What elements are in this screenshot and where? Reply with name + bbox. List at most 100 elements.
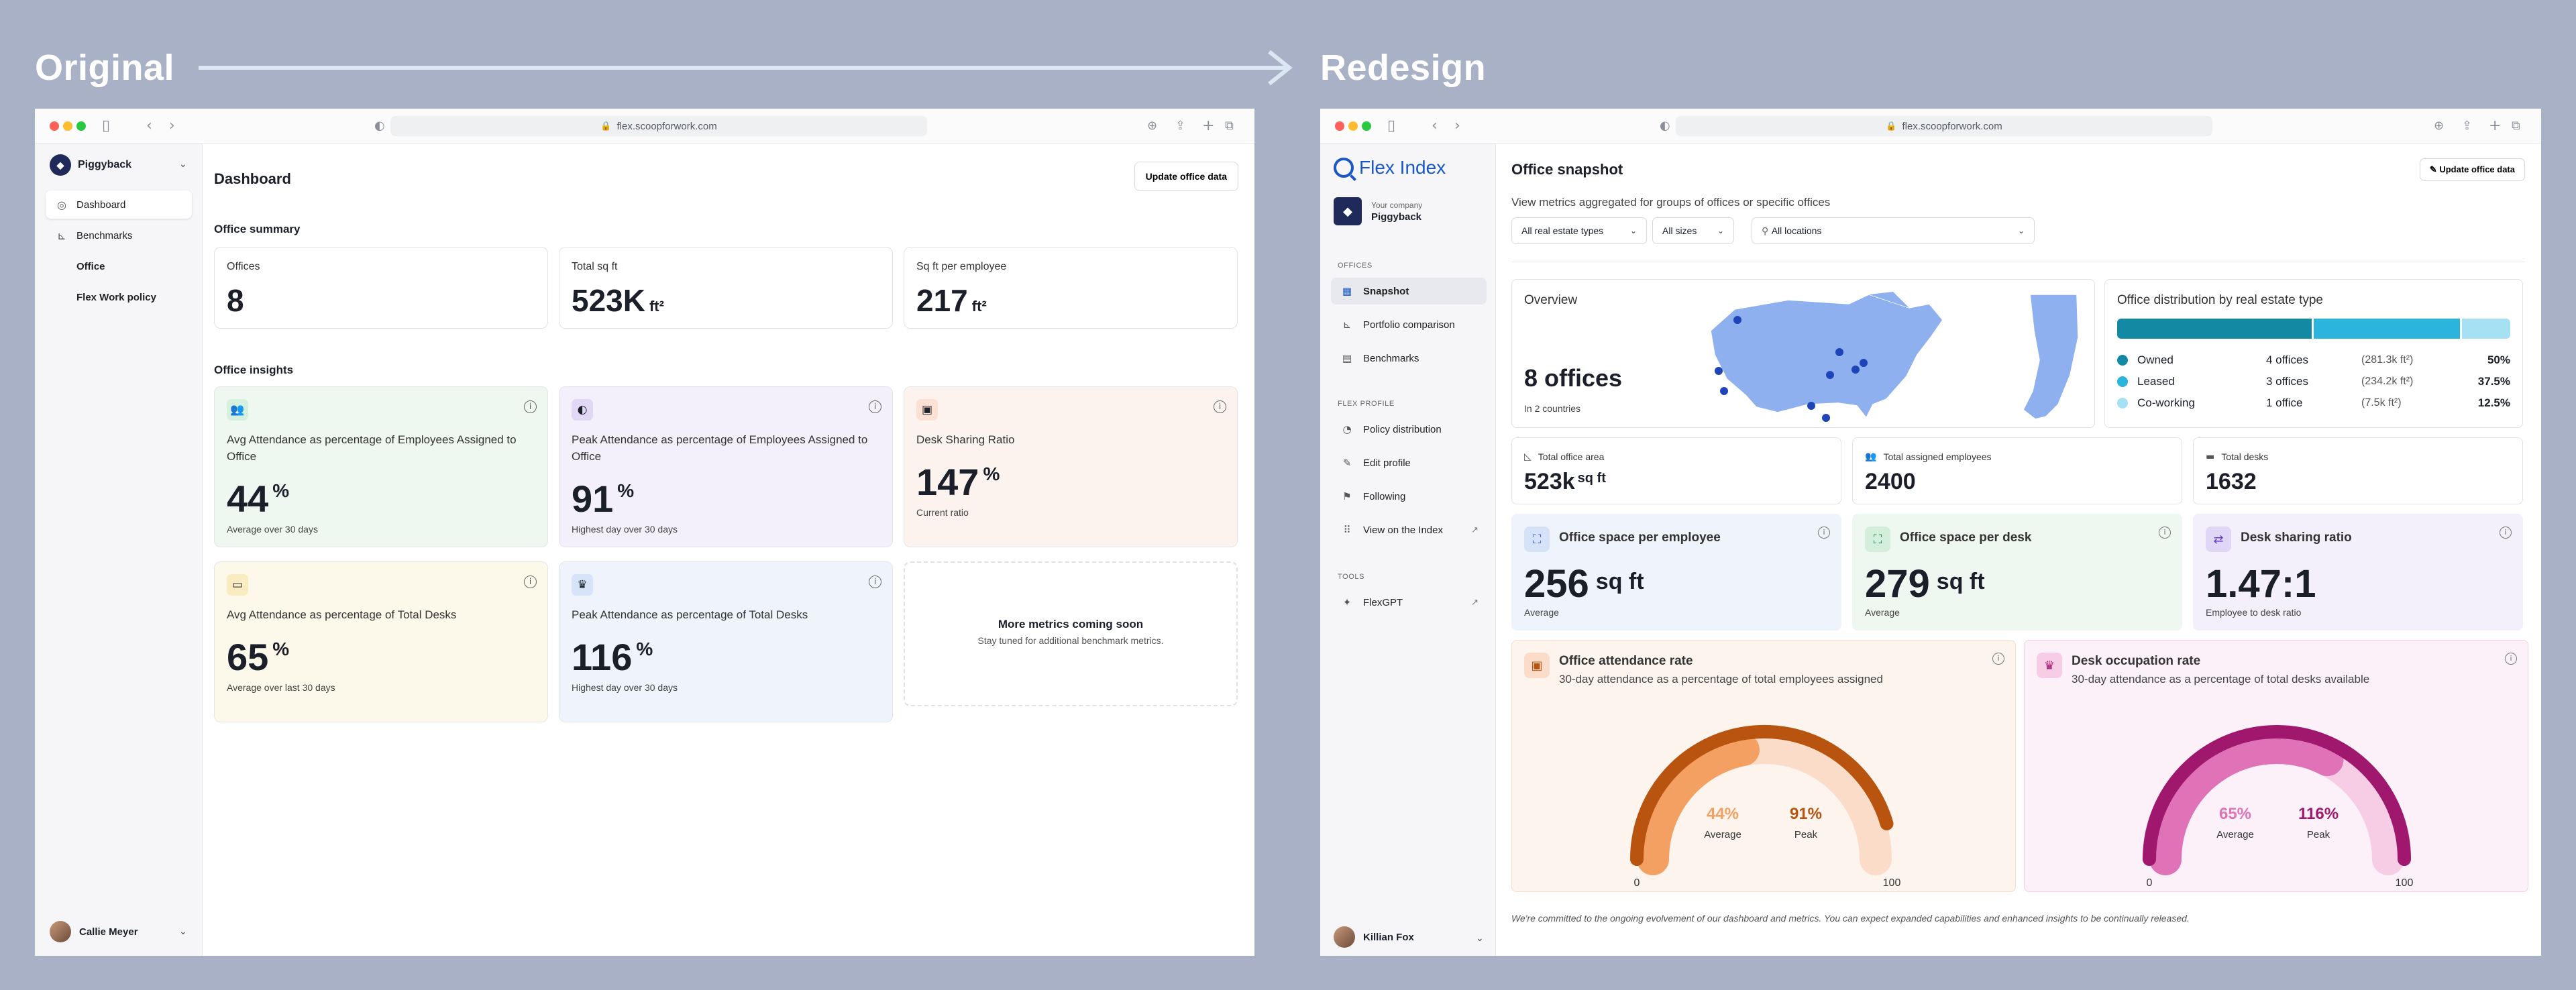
minimize-window-button[interactable] [1348,121,1358,131]
info-icon[interactable]: i [524,575,537,588]
filter-size[interactable]: All sizes ⌄ [1652,217,1734,244]
map-marker[interactable] [1733,316,1741,324]
insight-title: Peak Attendance as percentage of Total D… [572,608,808,621]
sidebar-item-flex-work-policy[interactable]: Flex Work policy [46,283,192,311]
overview-title: Overview [1524,293,1578,307]
map-marker[interactable] [1822,414,1830,422]
type-name: Owned [2137,353,2174,366]
share-icon[interactable]: ⇪ [2462,119,2473,133]
address-bar[interactable]: 🔒 flex.scoopforwork.com [390,116,927,136]
crown-icon: ♛ [2037,653,2062,678]
download-icon[interactable]: ⊕ [1147,119,1158,133]
sidebar-item-office[interactable]: Office [46,252,192,280]
map-marker[interactable] [1860,359,1868,367]
info-icon[interactable]: i [1818,527,1830,539]
org-switcher[interactable]: ◆ Piggyback [50,154,131,176]
external-link-icon: ↗ [1471,597,1479,608]
sidebar-item-label: Benchmarks [1363,352,1419,364]
sidebar-item-view-on-the-index[interactable]: ⠿ View on the Index ↗ [1331,516,1487,543]
summary-value: 217 [916,283,968,318]
insight-card: ◐ i Peak Attendance as percentage of Emplo… [559,386,893,547]
map-marker[interactable] [1807,402,1815,410]
overview-card: Overview 8 offices In 2 countries [1511,279,2095,428]
map-marker[interactable] [1826,371,1834,379]
distribution-segment [2314,319,2460,339]
forward-icon[interactable]: › [169,117,175,134]
chevron-down-icon[interactable]: ⌄ [1476,932,1484,943]
sidebar-toggle-icon[interactable]: ▯ [102,117,111,134]
org-logo-icon: ◆ [50,154,71,176]
map-marker[interactable] [1715,367,1723,375]
new-tab-icon[interactable]: + [2489,117,2502,134]
forward-icon[interactable]: › [1454,117,1460,134]
info-icon[interactable]: i [869,400,881,413]
address-bar[interactable]: 🔒 flex.scoopforwork.com [1676,116,2212,136]
share-icon[interactable]: ⇪ [1175,119,1186,133]
update-office-data-button[interactable]: ✎ Update office data [2419,158,2525,181]
sidebar-item-portfolio-comparison[interactable]: ⊾ Portfolio comparison [1331,311,1487,338]
metric-subtitle: Employee to desk ratio [2206,607,2302,618]
close-window-button[interactable] [50,121,59,131]
back-icon[interactable]: ‹ [1432,117,1438,134]
info-icon[interactable]: i [2500,527,2512,539]
coming-soon-title: More metrics coming soon [998,618,1144,630]
map-marker[interactable] [1851,366,1860,374]
sidebar-item-following[interactable]: ⚑ Following [1331,483,1487,510]
insight-value: 116% [572,636,653,678]
map-marker[interactable] [1720,387,1728,395]
chevron-down-icon: ⌄ [1717,226,1724,235]
filter-value: All real estate types [1521,225,1604,236]
sidebar-item-benchmarks[interactable]: ▤ Benchmarks [1331,345,1487,372]
privacy-shield-icon[interactable]: ◐ [374,119,385,133]
magnifier-logo-icon [1334,158,1354,178]
sidebar-item-policy-distribution[interactable]: ◔ Policy distribution [1331,416,1487,443]
close-window-button[interactable] [1335,121,1344,131]
info-icon[interactable]: i [869,575,881,588]
tabs-overview-icon[interactable]: ⧉ [2512,119,2520,133]
back-icon[interactable]: ‹ [146,117,152,134]
nav-group-label: FLEX PROFILE [1338,400,1395,408]
gauge-min-label: 0 [1634,877,1640,889]
original-main: Dashboard Update office data Office summ… [203,144,1254,956]
privacy-shield-icon[interactable]: ◐ [1660,119,1670,133]
info-icon[interactable]: i [1992,653,2004,665]
metric-card: ⛶ Office space per desk i 279 sq ft Average [1852,514,2182,630]
filter-location[interactable]: ⚲ All locations ⌄ [1752,217,2035,244]
maximize-window-button[interactable] [76,121,86,131]
update-office-data-button[interactable]: Update office data [1134,162,1238,191]
user-menu[interactable]: Killian Fox [1334,926,1414,948]
new-tab-icon[interactable]: + [1202,117,1215,134]
info-icon[interactable]: i [524,400,537,413]
tabs-overview-icon[interactable]: ⧉ [1225,119,1234,133]
filter-real-estate-type[interactable]: All real estate types ⌄ [1511,217,1647,244]
sidebar-toggle-icon[interactable]: ▯ [1387,117,1396,134]
gauge-average-label: Average [1704,829,1741,840]
metric-unit: sq ft [1595,569,1644,594]
sidebar-item-benchmarks[interactable]: ⊾ Benchmarks [46,221,192,250]
gauge-peak-arc [1630,724,1894,866]
brand-logo[interactable]: Flex Index [1334,157,1446,178]
chevron-down-icon[interactable]: ⌄ [179,158,187,169]
metric-value: 1.47:1 [2206,562,2316,606]
download-icon[interactable]: ⊕ [2434,119,2445,133]
insight-title: Peak Attendance as percentage of Employe… [572,433,868,463]
overview-subtitle: In 2 countries [1524,403,1581,414]
sidebar-item-dashboard[interactable]: ◎ Dashboard [46,190,192,219]
type-percent: 50% [2487,353,2510,366]
map-marker[interactable] [1835,348,1843,356]
info-icon[interactable]: i [1214,400,1226,413]
sidebar-item-flexgpt[interactable]: ✦ FlexGPT ↗ [1331,589,1487,616]
chevron-down-icon[interactable]: ⌄ [179,926,187,936]
sidebar-item-edit-profile[interactable]: ✎ Edit profile [1331,449,1487,476]
maximize-window-button[interactable] [1362,121,1371,131]
sidebar-item-snapshot[interactable]: ▦ Snapshot [1331,278,1487,305]
info-icon[interactable]: i [2505,653,2517,665]
metric-card: ⇄ Desk sharing ratio i 1.47:1 Employee to de… [2193,514,2523,630]
filter-value: All locations [1771,225,1822,236]
insight-card: 👥 i Avg Attendance as percentage of Employ… [214,386,548,547]
user-menu[interactable]: Callie Meyer [50,921,138,942]
info-icon[interactable]: i [2159,527,2171,539]
minimize-window-button[interactable] [63,121,72,131]
stat-card: ▬ Total desks 1632 [2193,437,2523,504]
legend-swatch [2117,398,2128,408]
